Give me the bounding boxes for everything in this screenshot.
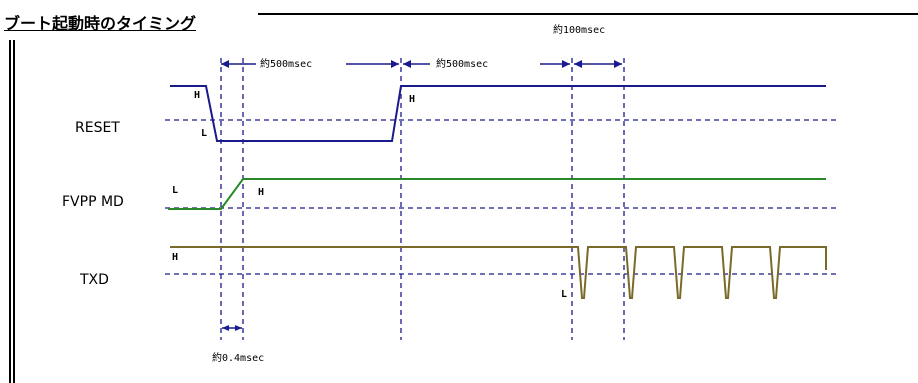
signal-label-reset: RESET <box>75 120 120 136</box>
arrowhead <box>235 325 242 331</box>
arrowhead <box>562 60 570 68</box>
arrowhead <box>403 60 411 68</box>
txd-low-label: L <box>561 289 567 300</box>
signal-label-fvpp: FVPP MD <box>62 194 124 210</box>
txd-waveform <box>170 246 827 299</box>
interval3-label: 約100msec <box>553 23 605 36</box>
txd-high-label: H <box>172 252 178 263</box>
interval2-label: 約500msec <box>436 57 488 70</box>
time-markers <box>220 58 625 340</box>
interval4-label: 約0.4msec <box>212 351 264 364</box>
reset-high-label-after: H <box>409 94 415 105</box>
reset-high-label: H <box>194 90 200 101</box>
arrowhead <box>574 60 582 68</box>
interval1-label: 約500msec <box>260 57 312 70</box>
signal-label-txd: TXD <box>79 272 109 288</box>
arrowhead <box>391 60 399 68</box>
arrowheads <box>221 60 622 331</box>
fvpp-high-label: H <box>258 187 264 198</box>
arrowhead <box>614 60 622 68</box>
reset-waveform <box>170 85 826 142</box>
fvpp-waveform <box>168 178 826 210</box>
arrowhead <box>222 325 229 331</box>
page-title: ブート起動時のタイミング <box>4 14 197 33</box>
threshold-lines <box>165 119 838 275</box>
fvpp-low-label: L <box>172 185 178 196</box>
arrowhead <box>221 60 229 68</box>
reset-low-label: L <box>201 128 207 139</box>
